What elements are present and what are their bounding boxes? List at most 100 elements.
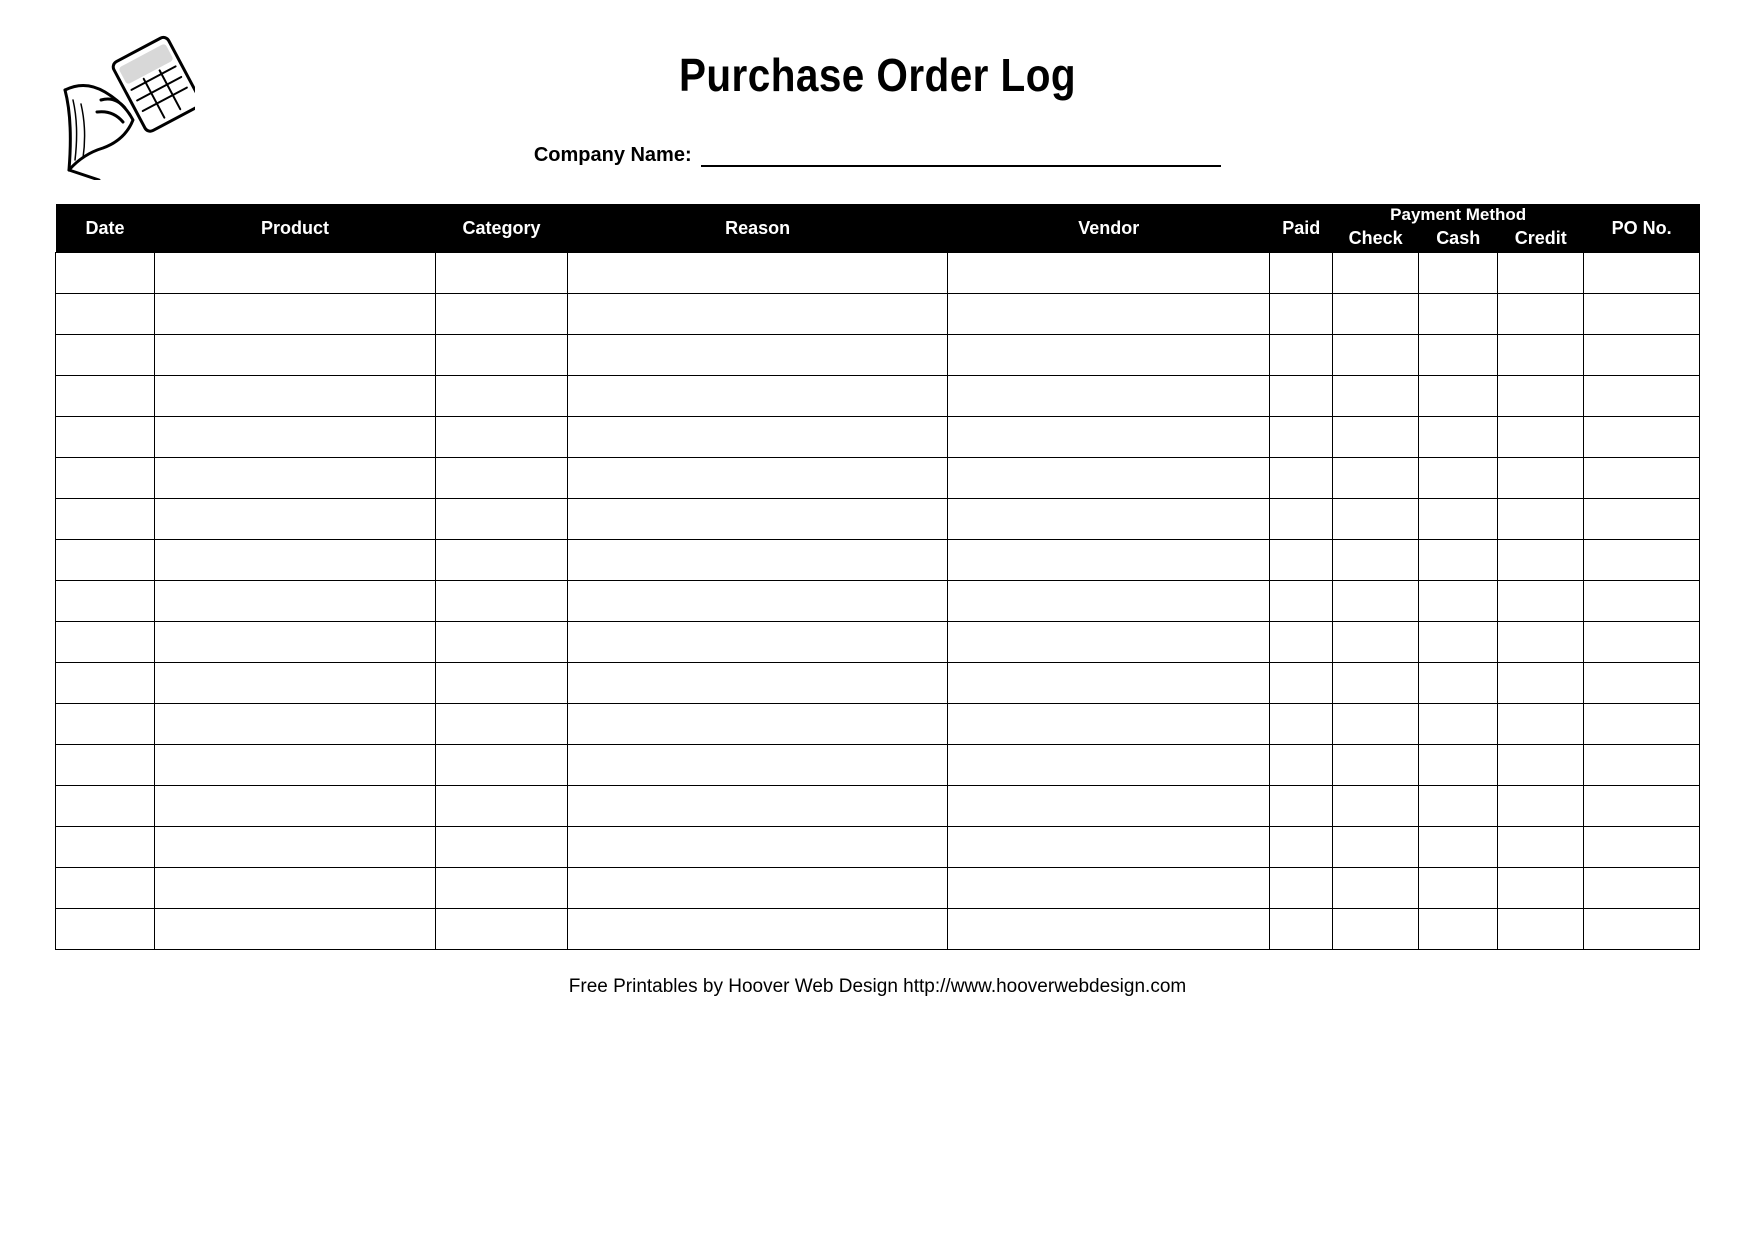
table-cell[interactable] — [1498, 417, 1584, 458]
table-cell[interactable] — [435, 827, 567, 868]
table-cell[interactable] — [948, 499, 1270, 540]
table-cell[interactable] — [1419, 868, 1498, 909]
table-cell[interactable] — [1270, 540, 1333, 581]
table-cell[interactable] — [1333, 745, 1419, 786]
table-cell[interactable] — [568, 499, 948, 540]
table-cell[interactable] — [1498, 786, 1584, 827]
table-cell[interactable] — [568, 622, 948, 663]
table-cell[interactable] — [155, 704, 436, 745]
table-cell[interactable] — [1270, 786, 1333, 827]
table-cell[interactable] — [1333, 786, 1419, 827]
table-cell[interactable] — [1333, 663, 1419, 704]
table-cell[interactable] — [1333, 581, 1419, 622]
table-cell[interactable] — [1270, 253, 1333, 294]
table-cell[interactable] — [948, 663, 1270, 704]
table-cell[interactable] — [948, 458, 1270, 499]
table-cell[interactable] — [1584, 335, 1700, 376]
table-cell[interactable] — [1333, 294, 1419, 335]
table-cell[interactable] — [1498, 253, 1584, 294]
table-cell[interactable] — [568, 663, 948, 704]
table-cell[interactable] — [435, 376, 567, 417]
table-cell[interactable] — [568, 827, 948, 868]
table-cell[interactable] — [56, 745, 155, 786]
table-cell[interactable] — [568, 376, 948, 417]
table-cell[interactable] — [1419, 622, 1498, 663]
table-cell[interactable] — [1270, 581, 1333, 622]
table-cell[interactable] — [1498, 335, 1584, 376]
table-cell[interactable] — [1419, 786, 1498, 827]
table-cell[interactable] — [568, 581, 948, 622]
table-cell[interactable] — [56, 335, 155, 376]
table-cell[interactable] — [155, 827, 436, 868]
table-cell[interactable] — [1419, 376, 1498, 417]
table-cell[interactable] — [948, 253, 1270, 294]
table-cell[interactable] — [568, 909, 948, 950]
table-cell[interactable] — [56, 417, 155, 458]
table-cell[interactable] — [56, 827, 155, 868]
table-cell[interactable] — [1584, 581, 1700, 622]
table-cell[interactable] — [56, 909, 155, 950]
table-cell[interactable] — [155, 499, 436, 540]
table-cell[interactable] — [1419, 745, 1498, 786]
table-cell[interactable] — [435, 417, 567, 458]
table-cell[interactable] — [1270, 909, 1333, 950]
table-cell[interactable] — [435, 581, 567, 622]
table-cell[interactable] — [948, 909, 1270, 950]
table-cell[interactable] — [1333, 499, 1419, 540]
table-cell[interactable] — [1333, 704, 1419, 745]
table-cell[interactable] — [1584, 704, 1700, 745]
table-cell[interactable] — [948, 335, 1270, 376]
table-cell[interactable] — [1419, 335, 1498, 376]
table-cell[interactable] — [435, 663, 567, 704]
table-cell[interactable] — [1270, 663, 1333, 704]
table-cell[interactable] — [435, 622, 567, 663]
table-cell[interactable] — [1498, 499, 1584, 540]
table-cell[interactable] — [1498, 458, 1584, 499]
table-cell[interactable] — [155, 745, 436, 786]
table-cell[interactable] — [1498, 704, 1584, 745]
table-cell[interactable] — [568, 868, 948, 909]
table-cell[interactable] — [1584, 458, 1700, 499]
table-cell[interactable] — [155, 294, 436, 335]
table-cell[interactable] — [1270, 868, 1333, 909]
table-cell[interactable] — [1498, 581, 1584, 622]
table-cell[interactable] — [948, 622, 1270, 663]
table-cell[interactable] — [1270, 458, 1333, 499]
table-cell[interactable] — [435, 745, 567, 786]
table-cell[interactable] — [1498, 868, 1584, 909]
table-cell[interactable] — [56, 540, 155, 581]
table-cell[interactable] — [1498, 745, 1584, 786]
table-cell[interactable] — [435, 458, 567, 499]
table-cell[interactable] — [1333, 335, 1419, 376]
table-cell[interactable] — [948, 540, 1270, 581]
table-cell[interactable] — [568, 417, 948, 458]
table-cell[interactable] — [1270, 827, 1333, 868]
table-cell[interactable] — [155, 868, 436, 909]
table-cell[interactable] — [435, 704, 567, 745]
table-cell[interactable] — [1419, 253, 1498, 294]
table-cell[interactable] — [155, 909, 436, 950]
table-cell[interactable] — [948, 581, 1270, 622]
table-cell[interactable] — [1270, 376, 1333, 417]
table-cell[interactable] — [1270, 745, 1333, 786]
table-cell[interactable] — [568, 253, 948, 294]
table-cell[interactable] — [1270, 335, 1333, 376]
table-cell[interactable] — [155, 622, 436, 663]
table-cell[interactable] — [1333, 868, 1419, 909]
table-cell[interactable] — [568, 786, 948, 827]
table-cell[interactable] — [155, 581, 436, 622]
table-cell[interactable] — [155, 786, 436, 827]
table-cell[interactable] — [1584, 540, 1700, 581]
table-cell[interactable] — [155, 417, 436, 458]
table-cell[interactable] — [568, 335, 948, 376]
table-cell[interactable] — [56, 499, 155, 540]
table-cell[interactable] — [1498, 909, 1584, 950]
table-cell[interactable] — [435, 540, 567, 581]
table-cell[interactable] — [1333, 458, 1419, 499]
table-cell[interactable] — [56, 294, 155, 335]
table-cell[interactable] — [1333, 622, 1419, 663]
table-cell[interactable] — [1270, 622, 1333, 663]
table-cell[interactable] — [1333, 540, 1419, 581]
table-cell[interactable] — [1333, 253, 1419, 294]
table-cell[interactable] — [1419, 909, 1498, 950]
